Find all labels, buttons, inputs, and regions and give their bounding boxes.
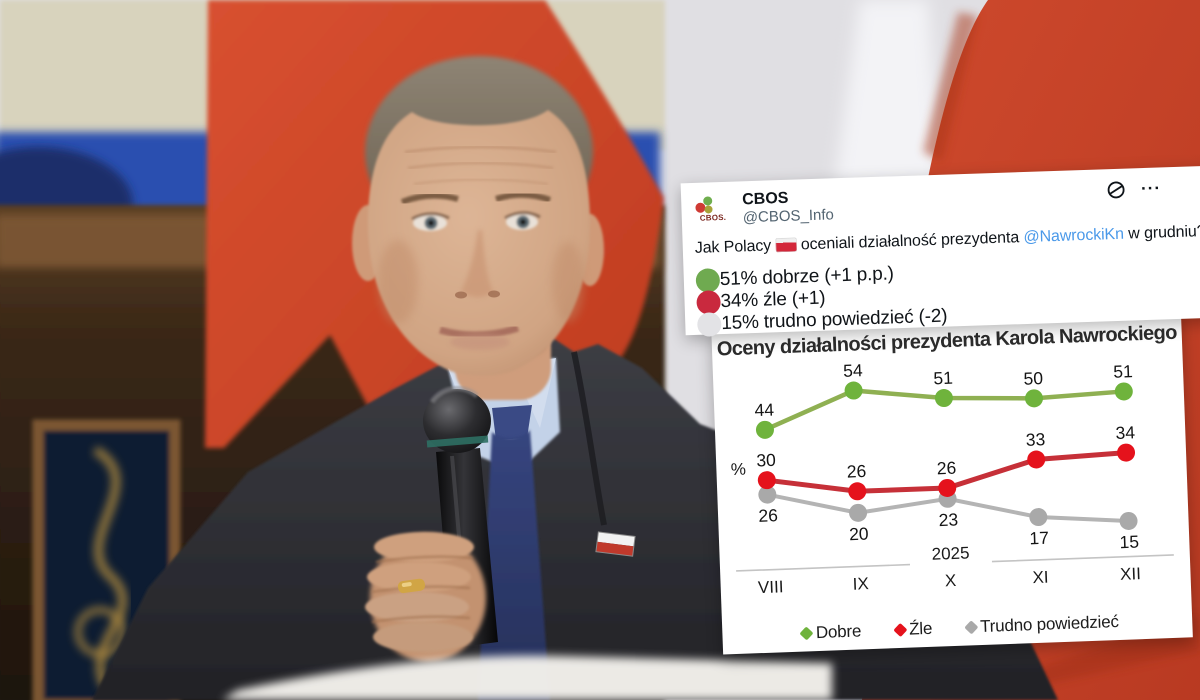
avatar-dot (703, 196, 713, 206)
mic-teal-ring (426, 435, 489, 448)
data-point (755, 420, 774, 439)
data-point (757, 471, 776, 490)
forehead-line (407, 161, 554, 170)
x-tick-label: XI (1032, 568, 1049, 588)
tie-knot (492, 405, 532, 440)
cheek-shade (378, 240, 418, 324)
tweet-text-part: Jak Polacy (694, 237, 772, 257)
author-block: CBOS @CBOS_Info (742, 188, 834, 227)
x-axis (736, 554, 1174, 572)
x-tick-label: X (945, 571, 957, 590)
data-point (848, 482, 867, 501)
lower-lip (450, 334, 510, 350)
poll-line-chart: 2025 VIII IX X XI XII% 26 20 23 17 15 30 26 26 33 34 44 5… (730, 360, 1174, 597)
x-tick-label: XII (1120, 564, 1141, 584)
data-point (934, 389, 953, 408)
gold-ring (397, 578, 426, 594)
x-tick-label: VIII (758, 577, 784, 597)
data-label: 33 (1025, 429, 1045, 450)
tweet-header: CBOS. CBOS @CBOS_Info ··· (693, 175, 1200, 231)
eyebrow-left (400, 192, 459, 205)
data-label: 26 (846, 461, 866, 482)
data-point (1119, 511, 1138, 530)
legend-item: Źle (893, 618, 933, 640)
legend-marker-icon (893, 622, 908, 638)
legend-label: Dobre (815, 621, 862, 643)
lapel-right (571, 351, 607, 526)
data-label: 23 (938, 509, 958, 530)
table-foreground (222, 655, 832, 700)
nose (461, 230, 493, 298)
data-label: 50 (1023, 368, 1043, 389)
data-label: 51 (933, 368, 953, 389)
tweet-card: CBOS. CBOS @CBOS_Info ··· Jak Polacy oce… (680, 164, 1200, 337)
avatar-label: CBOS. (699, 212, 727, 223)
legend-label: Trudno powiedzieć (979, 611, 1120, 637)
data-label: 34 (1115, 422, 1135, 443)
data-point (1029, 508, 1048, 527)
data-point (758, 485, 777, 504)
data-label: 54 (843, 360, 863, 381)
gold-ornament (92, 446, 128, 691)
mic-mesh-highlight (429, 385, 479, 404)
data-point (938, 478, 957, 497)
data-point (1114, 382, 1133, 401)
data-label: 15 (1119, 532, 1139, 553)
grok-icon[interactable] (1105, 179, 1128, 202)
author-handle[interactable]: @CBOS_Info (742, 206, 835, 227)
tweet-text-part: w grudniu? (1127, 222, 1200, 243)
eyes (411, 211, 541, 231)
avatar[interactable]: CBOS. (693, 194, 734, 231)
forehead-line (413, 178, 549, 185)
data-point (1027, 450, 1046, 469)
mention-link[interactable]: @NawrockiKn (1023, 225, 1125, 247)
data-label: 26 (936, 458, 956, 479)
data-point (849, 503, 868, 522)
legend-marker-icon (799, 626, 815, 641)
poll-dot-icon (695, 268, 721, 293)
legend-label: Źle (908, 618, 933, 639)
poland-flag-pin (595, 531, 636, 557)
data-point (844, 381, 863, 400)
data-label: 51 (1113, 361, 1133, 382)
x-axis-year: 2025 (931, 543, 969, 563)
data-label: 44 (754, 399, 774, 420)
legend-item: Dobre (799, 621, 862, 643)
poll-dot-icon (696, 290, 721, 315)
x-tick-label: IX (852, 574, 869, 594)
data-label: 26 (758, 505, 778, 526)
cheek-shade (552, 242, 584, 322)
poll-dot-icon (696, 312, 722, 337)
data-label: 20 (849, 523, 869, 544)
eyebrow-right (495, 191, 552, 203)
data-point (1117, 443, 1136, 462)
tweet-text-part: oceniali działalność prezydenta (800, 229, 1020, 254)
data-label: 30 (756, 450, 776, 471)
nostril (455, 291, 467, 299)
data-point (1024, 389, 1043, 408)
tweet-actions: ··· (1105, 175, 1200, 201)
flag-fold-shadow (923, 12, 978, 162)
more-icon[interactable]: ··· (1140, 178, 1162, 199)
gold-ornament-circle (74, 606, 126, 658)
y-axis-label: % (730, 460, 746, 480)
legend-item: Trudno powiedzieć (964, 611, 1120, 638)
data-label: 17 (1029, 528, 1049, 549)
legend-marker-icon (964, 620, 979, 635)
poland-flag-icon (775, 237, 797, 253)
nostril (488, 290, 500, 298)
forehead-line (404, 145, 557, 154)
chart-card: Oceny działalności prezydenta Karola Naw… (711, 309, 1193, 655)
hand (365, 532, 486, 662)
